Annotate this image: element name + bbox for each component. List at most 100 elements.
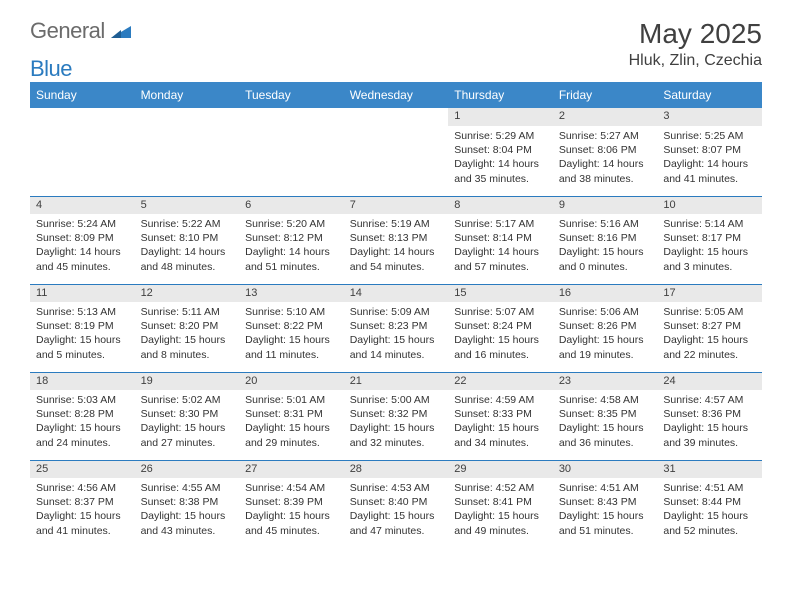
day-info-cell: Sunrise: 5:02 AMSunset: 8:30 PMDaylight:…	[135, 390, 240, 460]
sunrise-text: Sunrise: 5:00 AM	[350, 393, 443, 407]
sunset-text: Sunset: 8:17 PM	[663, 231, 756, 245]
day-info-cell: Sunrise: 5:00 AMSunset: 8:32 PMDaylight:…	[344, 390, 449, 460]
sunset-text: Sunset: 8:19 PM	[36, 319, 129, 333]
sunset-text: Sunset: 8:13 PM	[350, 231, 443, 245]
sunset-text: Sunset: 8:33 PM	[454, 407, 547, 421]
daylight-text: Daylight: 15 hours and 3 minutes.	[663, 245, 756, 273]
day-number-row: 18192021222324	[30, 372, 762, 390]
brand-text-2: Blue	[30, 56, 72, 82]
daylight-text: Daylight: 15 hours and 47 minutes.	[350, 509, 443, 537]
sunrise-text: Sunrise: 5:03 AM	[36, 393, 129, 407]
day-info-cell	[30, 126, 135, 196]
day-number-cell: 21	[344, 372, 449, 390]
day-number-row: 11121314151617	[30, 284, 762, 302]
day-number-cell: 15	[448, 284, 553, 302]
daylight-text: Daylight: 15 hours and 5 minutes.	[36, 333, 129, 361]
daylight-text: Daylight: 15 hours and 52 minutes.	[663, 509, 756, 537]
weekday-header: Tuesday	[239, 82, 344, 108]
day-number-cell: 22	[448, 372, 553, 390]
day-info-cell: Sunrise: 5:19 AMSunset: 8:13 PMDaylight:…	[344, 214, 449, 284]
sunset-text: Sunset: 8:10 PM	[141, 231, 234, 245]
day-number-cell: 8	[448, 196, 553, 214]
sunrise-text: Sunrise: 5:01 AM	[245, 393, 338, 407]
sunrise-text: Sunrise: 4:55 AM	[141, 481, 234, 495]
brand-text-1: General	[30, 18, 105, 44]
sunrise-text: Sunrise: 4:54 AM	[245, 481, 338, 495]
day-number-cell: 1	[448, 108, 553, 126]
daylight-text: Daylight: 14 hours and 41 minutes.	[663, 157, 756, 185]
day-info-cell: Sunrise: 5:09 AMSunset: 8:23 PMDaylight:…	[344, 302, 449, 372]
day-info-cell: Sunrise: 4:51 AMSunset: 8:44 PMDaylight:…	[657, 478, 762, 548]
weekday-header: Wednesday	[344, 82, 449, 108]
weekday-header: Sunday	[30, 82, 135, 108]
day-info-cell: Sunrise: 5:06 AMSunset: 8:26 PMDaylight:…	[553, 302, 658, 372]
sunrise-text: Sunrise: 4:56 AM	[36, 481, 129, 495]
sunset-text: Sunset: 8:43 PM	[559, 495, 652, 509]
daylight-text: Daylight: 15 hours and 45 minutes.	[245, 509, 338, 537]
day-number-cell: 16	[553, 284, 658, 302]
sunrise-text: Sunrise: 4:59 AM	[454, 393, 547, 407]
sunrise-text: Sunrise: 5:07 AM	[454, 305, 547, 319]
day-info-cell: Sunrise: 4:54 AMSunset: 8:39 PMDaylight:…	[239, 478, 344, 548]
sunset-text: Sunset: 8:44 PM	[663, 495, 756, 509]
sunset-text: Sunset: 8:04 PM	[454, 143, 547, 157]
sunset-text: Sunset: 8:40 PM	[350, 495, 443, 509]
weekday-header: Thursday	[448, 82, 553, 108]
weekday-header: Saturday	[657, 82, 762, 108]
sunrise-text: Sunrise: 4:58 AM	[559, 393, 652, 407]
day-info-cell: Sunrise: 5:07 AMSunset: 8:24 PMDaylight:…	[448, 302, 553, 372]
day-info-cell	[344, 126, 449, 196]
daylight-text: Daylight: 14 hours and 54 minutes.	[350, 245, 443, 273]
sunrise-text: Sunrise: 5:27 AM	[559, 129, 652, 143]
day-info-row: Sunrise: 5:24 AMSunset: 8:09 PMDaylight:…	[30, 214, 762, 284]
sunset-text: Sunset: 8:36 PM	[663, 407, 756, 421]
month-title: May 2025	[629, 18, 762, 50]
day-info-cell: Sunrise: 4:51 AMSunset: 8:43 PMDaylight:…	[553, 478, 658, 548]
day-number-row: 45678910	[30, 196, 762, 214]
sunset-text: Sunset: 8:41 PM	[454, 495, 547, 509]
brand-logo: General	[30, 18, 135, 44]
sunset-text: Sunset: 8:06 PM	[559, 143, 652, 157]
day-info-cell: Sunrise: 5:16 AMSunset: 8:16 PMDaylight:…	[553, 214, 658, 284]
day-info-cell: Sunrise: 5:27 AMSunset: 8:06 PMDaylight:…	[553, 126, 658, 196]
day-info-cell: Sunrise: 5:11 AMSunset: 8:20 PMDaylight:…	[135, 302, 240, 372]
day-number-cell: 27	[239, 460, 344, 478]
daylight-text: Daylight: 15 hours and 24 minutes.	[36, 421, 129, 449]
day-info-cell: Sunrise: 5:05 AMSunset: 8:27 PMDaylight:…	[657, 302, 762, 372]
sunrise-text: Sunrise: 5:25 AM	[663, 129, 756, 143]
sunrise-text: Sunrise: 5:06 AM	[559, 305, 652, 319]
daylight-text: Daylight: 15 hours and 34 minutes.	[454, 421, 547, 449]
day-info-cell: Sunrise: 5:10 AMSunset: 8:22 PMDaylight:…	[239, 302, 344, 372]
day-number-cell: 10	[657, 196, 762, 214]
sunrise-text: Sunrise: 5:24 AM	[36, 217, 129, 231]
day-number-cell: 24	[657, 372, 762, 390]
day-number-cell: 28	[344, 460, 449, 478]
daylight-text: Daylight: 14 hours and 51 minutes.	[245, 245, 338, 273]
day-number-cell: 5	[135, 196, 240, 214]
sunrise-text: Sunrise: 4:57 AM	[663, 393, 756, 407]
sunset-text: Sunset: 8:28 PM	[36, 407, 129, 421]
daylight-text: Daylight: 15 hours and 19 minutes.	[559, 333, 652, 361]
sunset-text: Sunset: 8:22 PM	[245, 319, 338, 333]
sunrise-text: Sunrise: 4:51 AM	[559, 481, 652, 495]
daylight-text: Daylight: 14 hours and 38 minutes.	[559, 157, 652, 185]
day-info-cell: Sunrise: 5:20 AMSunset: 8:12 PMDaylight:…	[239, 214, 344, 284]
day-info-cell: Sunrise: 4:55 AMSunset: 8:38 PMDaylight:…	[135, 478, 240, 548]
sunset-text: Sunset: 8:20 PM	[141, 319, 234, 333]
daylight-text: Daylight: 15 hours and 8 minutes.	[141, 333, 234, 361]
sunset-text: Sunset: 8:37 PM	[36, 495, 129, 509]
day-info-cell: Sunrise: 5:25 AMSunset: 8:07 PMDaylight:…	[657, 126, 762, 196]
sunrise-text: Sunrise: 5:17 AM	[454, 217, 547, 231]
daylight-text: Daylight: 15 hours and 43 minutes.	[141, 509, 234, 537]
daylight-text: Daylight: 15 hours and 51 minutes.	[559, 509, 652, 537]
sunset-text: Sunset: 8:24 PM	[454, 319, 547, 333]
daylight-text: Daylight: 15 hours and 29 minutes.	[245, 421, 338, 449]
day-info-cell: Sunrise: 5:24 AMSunset: 8:09 PMDaylight:…	[30, 214, 135, 284]
location-text: Hluk, Zlin, Czechia	[629, 52, 762, 70]
day-info-cell: Sunrise: 5:03 AMSunset: 8:28 PMDaylight:…	[30, 390, 135, 460]
daylight-text: Daylight: 15 hours and 49 minutes.	[454, 509, 547, 537]
day-number-cell: 19	[135, 372, 240, 390]
sunset-text: Sunset: 8:07 PM	[663, 143, 756, 157]
day-number-cell: 3	[657, 108, 762, 126]
day-number-cell: 30	[553, 460, 658, 478]
